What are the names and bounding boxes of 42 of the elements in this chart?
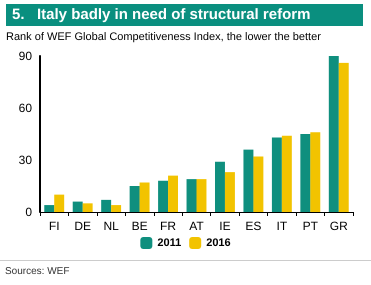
x-tick-label: ES [245,219,262,233]
x-tick-label: BE [132,219,148,233]
bar [300,134,310,212]
x-tick-label: FI [48,219,60,233]
source-note: Sources: WEF [5,266,70,277]
bar [282,136,292,212]
bar [101,200,112,212]
y-tick-label: 0 [25,205,32,219]
bar [44,205,54,212]
bar [272,137,282,212]
bar [214,162,225,212]
y-tick-label: 30 [18,153,32,167]
x-tick-label: PT [302,219,319,233]
x-tick-label: NL [103,219,120,233]
bar [130,186,140,212]
bar [158,180,168,212]
x-tick-label: DE [74,219,92,233]
x-tick-label: IT [276,219,288,233]
bar [338,62,349,212]
bar [328,56,339,212]
x-tick-label: FR [160,219,176,233]
bar [54,194,64,212]
bar [168,176,178,212]
bar [224,172,235,212]
bar [111,205,122,212]
chart-title: 5. Italy badly in need of structural reform [6,4,363,26]
x-tick-label: GR [330,219,348,233]
y-tick-label: 90 [18,49,32,63]
bar [140,182,150,212]
x-tick-label: IE [219,219,231,233]
bar [196,179,206,212]
bar [253,156,264,212]
bar [310,132,320,212]
legend-label: 2011 [157,237,182,249]
x-tick-label: AT [189,219,204,233]
bar [82,203,93,212]
bar [186,179,196,212]
legend-label: 2016 [206,237,231,249]
chart-subtitle: Rank of WEF Global Competitiveness Index, the lower the better [6,31,321,43]
bar [243,150,254,212]
y-tick-label: 60 [18,101,32,115]
bar [72,202,83,212]
